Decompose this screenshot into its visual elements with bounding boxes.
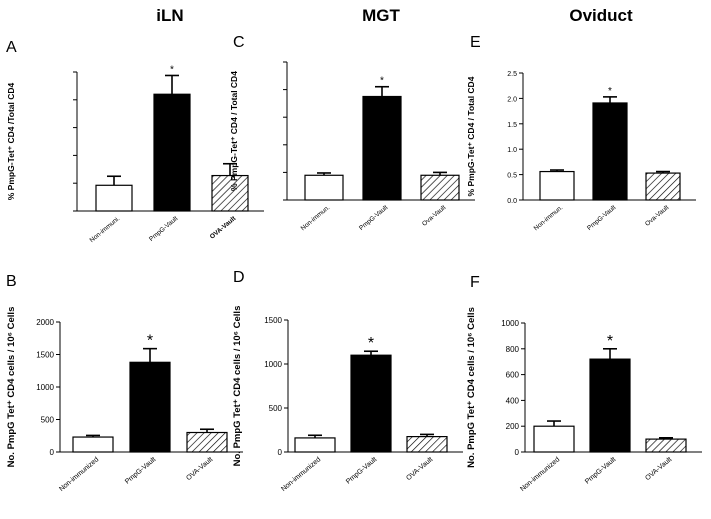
y-tick-label-f: 200 xyxy=(506,422,520,431)
y-tick-label-e: 0.5 xyxy=(507,173,517,180)
y-tick-label-e: 0.0 xyxy=(507,198,517,205)
y-tick-label-e: 2.0 xyxy=(507,96,517,103)
bar-e xyxy=(539,170,575,201)
y-tick-label-b: 0 xyxy=(50,448,55,457)
category-label-c: Ova-Vault xyxy=(421,204,447,228)
bar-a xyxy=(153,93,191,212)
significance-mark-c: * xyxy=(380,76,384,87)
y-tick-label-f: 600 xyxy=(506,371,520,380)
y-tick-label-f: 400 xyxy=(506,396,520,405)
bar-d xyxy=(294,437,336,453)
y-tick-label-b: 1000 xyxy=(36,383,54,392)
category-label-e: Non-immun. xyxy=(533,204,565,232)
y-tick-label-f: 1000 xyxy=(501,319,519,328)
column-title-iln: iLN xyxy=(156,6,184,25)
bar-c xyxy=(362,95,402,201)
y-axis-label-e: % PmpG-Tet⁺ CD4 / Total CD4 xyxy=(466,76,476,196)
y-axis-label-a: % PmpG-Tet⁺ CD4 /Total CD4 xyxy=(6,82,16,200)
category-label-c: PmpG-Vault xyxy=(358,204,389,232)
bar-a xyxy=(95,184,133,212)
y-tick-label-e: 1.0 xyxy=(507,147,517,154)
panel-label-e: E xyxy=(470,34,481,51)
category-label-e: Ova-Vault xyxy=(644,204,670,228)
y-tick-label-b: 1500 xyxy=(36,351,54,360)
category-label-f: Non-immunized xyxy=(519,456,561,493)
y-tick-label-d: 0 xyxy=(278,448,283,457)
column-title-oviduct: Oviduct xyxy=(569,6,633,25)
y-tick-label-d: 500 xyxy=(269,404,283,413)
y-tick-label-d: 1000 xyxy=(264,360,282,369)
bar-f xyxy=(645,438,687,453)
category-label-b: Non-immunized xyxy=(58,456,100,493)
category-label-c: Non-immun. xyxy=(300,204,332,232)
significance-mark-a: * xyxy=(170,64,174,75)
category-label-b: OVA-Vault xyxy=(185,456,214,482)
significance-mark-f: * xyxy=(607,333,613,350)
y-tick-label-e: 2.5 xyxy=(507,71,517,78)
panel-label-a: A xyxy=(6,39,17,56)
y-tick-label-f: 0 xyxy=(515,448,520,457)
category-label-a: Non-immuni. xyxy=(89,215,122,244)
bar-e xyxy=(592,102,628,201)
column-title-mgt: MGT xyxy=(362,6,400,25)
panel-label-f: F xyxy=(470,274,480,291)
category-label-d: Non-immunized xyxy=(280,456,322,493)
bar-f xyxy=(533,425,575,453)
category-label-f: PmpG-Vault xyxy=(584,456,617,486)
bar-b xyxy=(186,431,228,453)
category-label-d: OVA-Vault xyxy=(405,456,434,482)
bar-e xyxy=(645,172,681,201)
y-tick-label-d: 1500 xyxy=(264,316,282,325)
y-axis-label-c: % PmpG-Tet⁺ CD4 / Total CD4 xyxy=(229,71,239,191)
category-label-a: PmpG-Vault xyxy=(148,215,179,243)
panel-label-b: B xyxy=(6,273,17,290)
bar-b xyxy=(129,361,171,453)
bar-a xyxy=(211,174,249,212)
category-label-f: OVA-Vault xyxy=(644,456,673,482)
category-label-b: PmpG-Vault xyxy=(124,456,157,486)
y-axis-label-b: No. PmpG Tet⁺ CD4 cells / 10⁶ Cells xyxy=(6,307,17,468)
panel-label-c: C xyxy=(233,34,245,51)
y-axis-label-f: No. PmpG Tet⁺ CD4 cells / 10⁶ Cells xyxy=(466,307,477,468)
significance-mark-d: * xyxy=(368,335,374,352)
y-tick-label-b: 500 xyxy=(41,416,55,425)
y-tick-label-b: 2000 xyxy=(36,318,54,327)
y-tick-label-f: 800 xyxy=(506,345,520,354)
category-label-e: PmpG-Vault xyxy=(586,204,617,232)
bar-c xyxy=(420,174,460,201)
significance-mark-e: * xyxy=(608,86,612,97)
bar-d xyxy=(406,436,448,453)
bar-f xyxy=(589,358,631,453)
bar-b xyxy=(72,436,114,453)
bar-c xyxy=(304,174,344,201)
category-label-d: PmpG-Vault xyxy=(345,456,378,486)
bar-d xyxy=(350,354,392,453)
category-label-a: OVA-Vault xyxy=(209,215,238,241)
y-axis-label-d: No. PmpG Tet⁺ CD4 cells / 10⁶ Cells xyxy=(232,306,243,467)
panel-label-d: D xyxy=(233,269,245,286)
significance-mark-b: * xyxy=(147,333,153,350)
y-tick-label-e: 1.5 xyxy=(507,122,517,129)
